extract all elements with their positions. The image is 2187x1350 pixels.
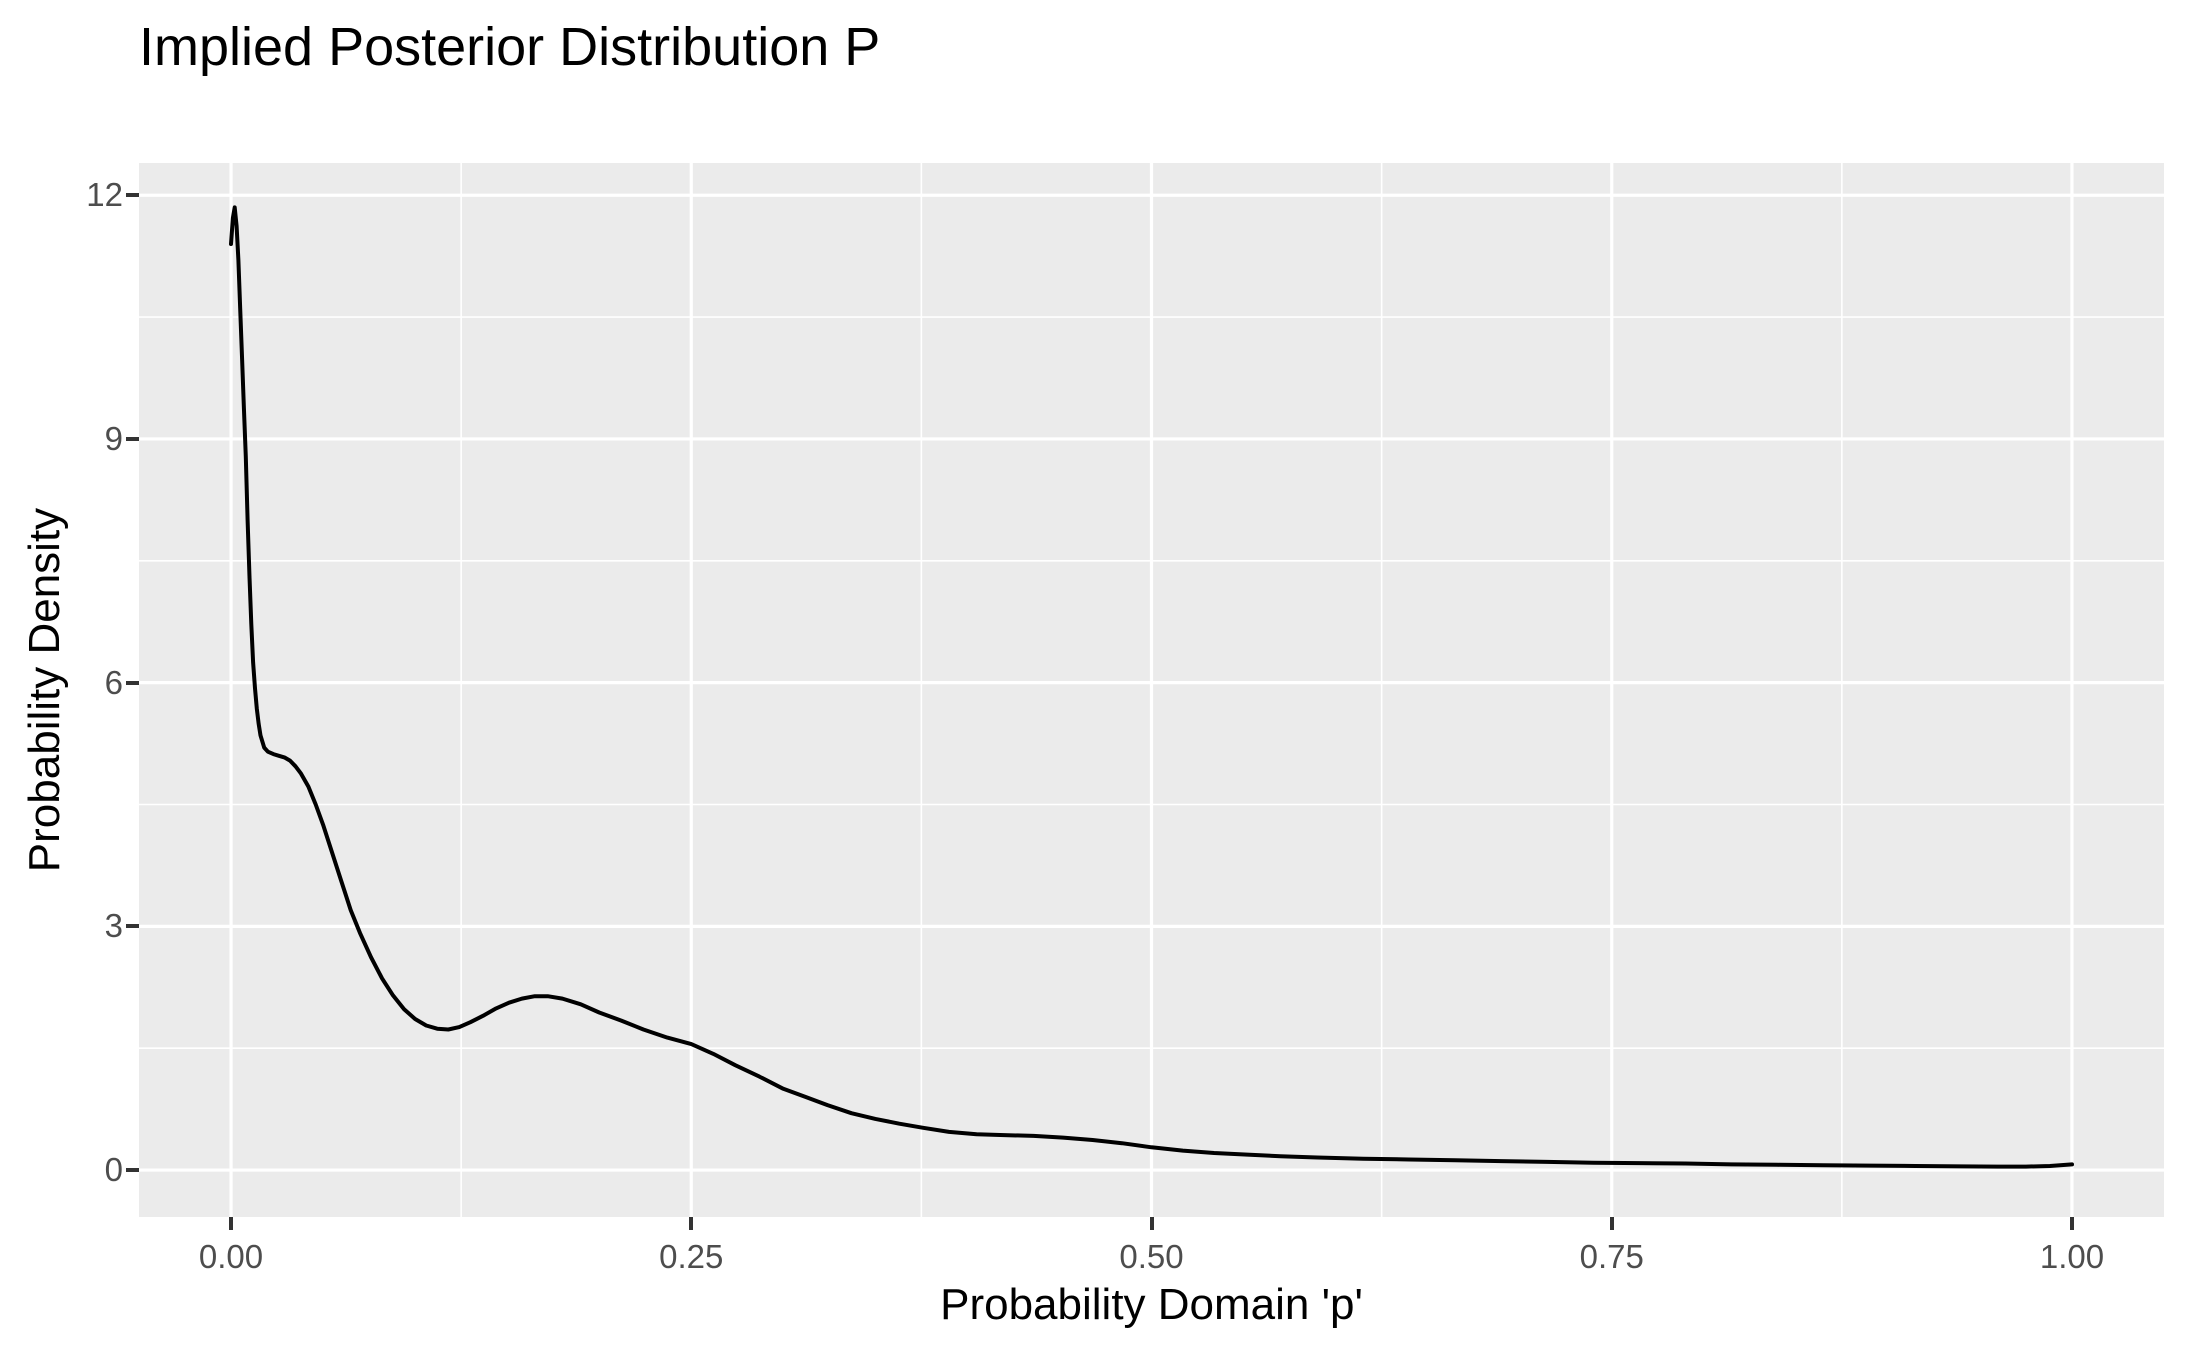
y-tick-label: 12 [86,176,123,214]
x-tick-label: 0.00 [198,1238,264,1275]
y-tick-mark [126,193,139,198]
y-tick-label: 3 [104,907,123,945]
y-tick-mark [126,680,139,685]
chart-canvas [139,163,2164,1217]
x-tick-label: 0.75 [1579,1238,1644,1275]
y-tick-label: 6 [104,663,123,701]
y-axis-title: Probability Density [20,507,69,873]
x-axis-title: Probability Domain 'p' [940,1280,1363,1329]
x-tick-label: 0.25 [659,1238,724,1275]
x-tick-mark [689,1217,694,1230]
plot-title: Implied Posterior Distribution P [139,17,881,77]
x-tick-label: 1.00 [2039,1238,2105,1275]
y-tick-mark [126,924,139,929]
density-curve [229,205,2074,1169]
y-tick-label: 0 [104,1151,123,1189]
x-tick-mark [229,1217,234,1230]
plot-panel [139,163,2164,1217]
x-tick-mark [1609,1217,1614,1230]
y-tick-mark [126,1168,139,1173]
y-tick-mark [126,436,139,441]
x-tick-mark [1149,1217,1154,1230]
x-tick-mark [2069,1217,2074,1230]
x-tick-label: 0.50 [1119,1238,1184,1275]
y-tick-label: 9 [104,419,123,457]
